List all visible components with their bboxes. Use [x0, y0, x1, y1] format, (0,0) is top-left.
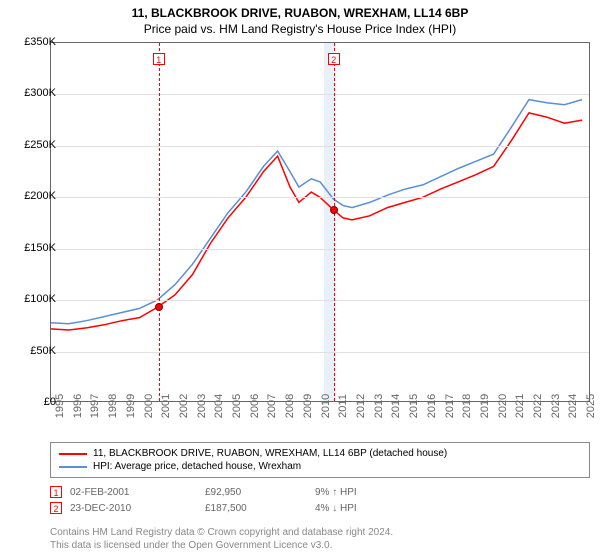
sale-marker-box: 2	[328, 53, 340, 65]
x-axis-label: 2019	[479, 394, 491, 418]
x-axis-label: 2008	[284, 394, 296, 418]
x-axis-label: 2024	[567, 394, 579, 418]
x-axis-label: 2003	[196, 394, 208, 418]
x-axis-label: 2016	[426, 394, 438, 418]
x-axis-label: 2010	[320, 394, 332, 418]
attribution: Contains HM Land Registry data © Crown c…	[50, 526, 393, 552]
sale-marker-line	[334, 43, 335, 401]
legend-label: 11, BLACKBROOK DRIVE, RUABON, WREXHAM, L…	[93, 448, 447, 459]
sale-marker-point	[155, 303, 163, 311]
x-axis-label: 2009	[302, 394, 314, 418]
sale-price: £187,500	[205, 503, 315, 514]
sale-pct-vs-hpi: 4% ↓ HPI	[315, 503, 435, 514]
sale-date: 23-DEC-2010	[70, 503, 205, 514]
sale-price: £92,950	[205, 487, 315, 498]
legend-swatch	[59, 466, 87, 468]
chart-container: { "title": "11, BLACKBROOK DRIVE, RUABON…	[0, 0, 600, 560]
x-axis-label: 2002	[178, 394, 190, 418]
legend: 11, BLACKBROOK DRIVE, RUABON, WREXHAM, L…	[50, 442, 590, 478]
x-axis-label: 2013	[373, 394, 385, 418]
sale-marker-line	[159, 43, 160, 401]
x-axis-label: 2021	[514, 394, 526, 418]
sale-row: 1 02-FEB-2001£92,9509% ↑ HPI	[50, 484, 435, 500]
sale-pct-vs-hpi: 9% ↑ HPI	[315, 487, 435, 498]
x-axis-label: 1998	[107, 394, 119, 418]
y-axis-label: £250K	[12, 139, 56, 151]
gridline	[51, 249, 589, 250]
sale-marker-point	[330, 206, 338, 214]
sale-marker-box: 1	[153, 53, 165, 65]
x-axis-label: 2006	[249, 394, 261, 418]
attribution-line1: Contains HM Land Registry data © Crown c…	[50, 526, 393, 539]
x-axis-label: 2025	[585, 394, 597, 418]
legend-label: HPI: Average price, detached house, Wrex…	[93, 461, 301, 472]
y-axis-label: £200K	[12, 190, 56, 202]
y-axis-label: £100K	[12, 293, 56, 305]
x-axis-label: 1999	[125, 394, 137, 418]
y-axis-label: £0	[12, 396, 56, 408]
x-axis-label: 1996	[72, 394, 84, 418]
x-axis-label: 2007	[266, 394, 278, 418]
x-axis-label: 2014	[390, 394, 402, 418]
chart-subtitle: Price paid vs. HM Land Registry's House …	[0, 20, 600, 40]
x-axis-label: 2012	[355, 394, 367, 418]
x-axis-label: 2011	[337, 394, 349, 418]
chart-title: 11, BLACKBROOK DRIVE, RUABON, WREXHAM, L…	[0, 0, 600, 20]
x-axis-label: 2000	[143, 394, 155, 418]
y-axis-label: £300K	[12, 87, 56, 99]
x-axis-label: 2022	[532, 394, 544, 418]
y-axis-label: £350K	[12, 36, 56, 48]
x-axis-label: 2020	[497, 394, 509, 418]
legend-item: HPI: Average price, detached house, Wrex…	[59, 460, 581, 473]
series-svg	[51, 43, 591, 403]
sale-row-marker: 1	[50, 486, 62, 498]
gridline	[51, 300, 589, 301]
gridline	[51, 352, 589, 353]
series-hpi	[51, 100, 582, 324]
y-axis-label: £150K	[12, 242, 56, 254]
sales-table: 1 02-FEB-2001£92,9509% ↑ HPI 2 23-DEC-2010£…	[50, 484, 435, 516]
x-axis-label: 2005	[231, 394, 243, 418]
legend-item: 11, BLACKBROOK DRIVE, RUABON, WREXHAM, L…	[59, 447, 581, 460]
gridline	[51, 146, 589, 147]
attribution-line2: This data is licensed under the Open Gov…	[50, 539, 393, 552]
gridline	[51, 94, 589, 95]
sale-row: 2 23-DEC-2010£187,5004% ↓ HPI	[50, 500, 435, 516]
x-axis-label: 2018	[461, 394, 473, 418]
x-axis-label: 2017	[444, 394, 456, 418]
legend-swatch	[59, 453, 87, 455]
x-axis-label: 2023	[550, 394, 562, 418]
y-axis-label: £50K	[12, 345, 56, 357]
x-axis-label: 1997	[89, 394, 101, 418]
x-axis-label: 2015	[408, 394, 420, 418]
x-axis-label: 2004	[213, 394, 225, 418]
sale-row-marker: 2	[50, 502, 62, 514]
gridline	[51, 197, 589, 198]
plot-area: 12	[50, 42, 590, 402]
sale-date: 02-FEB-2001	[70, 487, 205, 498]
x-axis-label: 2001	[160, 394, 172, 418]
x-axis-label: 1995	[54, 394, 66, 418]
